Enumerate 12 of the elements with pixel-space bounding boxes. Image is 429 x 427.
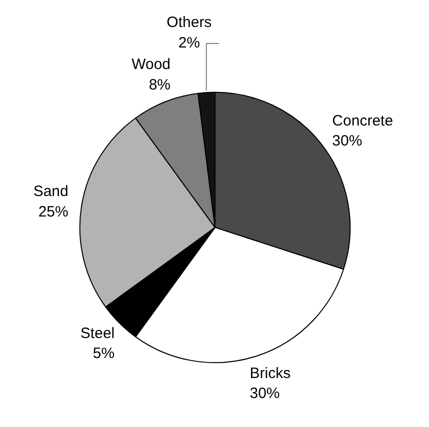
data-label: 8% [148, 76, 171, 94]
data-label: 30% [250, 385, 280, 402]
slice-label: Wood [132, 56, 171, 74]
data-label: 30% [332, 132, 362, 150]
slice-label: Bricks [250, 364, 291, 382]
data-label: 25% [38, 203, 68, 220]
slice-label: Sand [33, 183, 68, 200]
slice-label: Steel [80, 324, 115, 342]
slice-label: Others [166, 14, 212, 32]
data-label: 5% [92, 345, 115, 362]
data-label: 2% [178, 34, 200, 52]
slice-label: Concrete [332, 112, 394, 130]
